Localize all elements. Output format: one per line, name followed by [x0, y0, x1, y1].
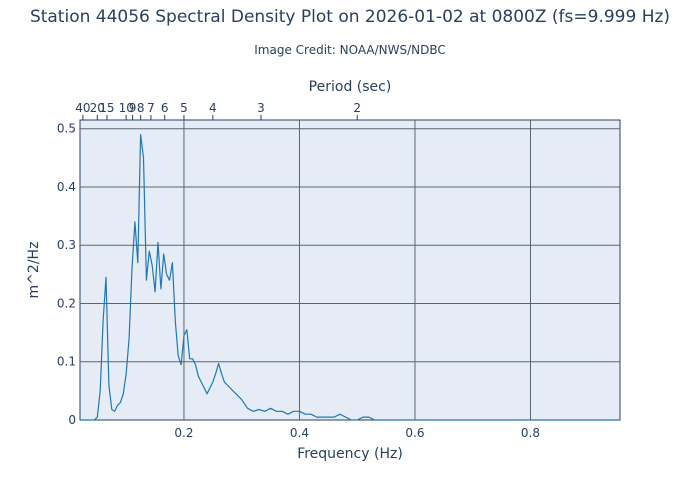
x-axis-ticks: 0.2 0.4 0.6 0.8	[174, 426, 540, 440]
y-tick-label: 0	[68, 413, 76, 427]
period-tick-label: 10	[119, 101, 134, 115]
y-tick-label: 0.3	[57, 238, 76, 252]
x-tick-label: 0.6	[405, 426, 424, 440]
period-tick-label: 5	[180, 101, 188, 115]
chart-subtitle: Image Credit: NOAA/NWS/NDBC	[254, 43, 445, 57]
y-tick-label: 0.1	[57, 355, 76, 369]
y-axis-ticks: 0 0.1 0.2 0.3 0.4 0.5	[57, 122, 76, 427]
period-tick-label: 3	[257, 101, 265, 115]
spectral-density-line	[80, 134, 620, 421]
x-axis-label: Frequency (Hz)	[297, 446, 403, 462]
y-axis-label: m^2/Hz	[26, 242, 42, 299]
plot-area	[79, 119, 621, 421]
period-tick-label: 40	[75, 101, 90, 115]
y-tick-label: 0.4	[57, 180, 76, 194]
x-tick-label: 0.2	[174, 426, 193, 440]
period-tick-label: 7	[147, 101, 155, 115]
period-tick-label: 15	[99, 101, 114, 115]
period-tick-label: 20	[90, 101, 105, 115]
y-tick-label: 0.2	[57, 296, 76, 310]
top-axis-label: Period (sec)	[309, 79, 392, 95]
period-tick-label: 6	[161, 101, 169, 115]
y-tick-label: 0.5	[57, 122, 76, 136]
period-tick-label: 8	[137, 101, 145, 115]
grid-lines	[80, 120, 620, 420]
chart-title: Station 44056 Spectral Density Plot on 2…	[30, 7, 670, 27]
x-tick-label: 0.8	[521, 426, 540, 440]
series-group	[80, 134, 620, 421]
period-tick-label: 9	[129, 101, 137, 115]
period-tick-label: 2	[353, 101, 361, 115]
period-tick-label: 4	[209, 101, 217, 115]
x-tick-label: 0.4	[290, 426, 309, 440]
